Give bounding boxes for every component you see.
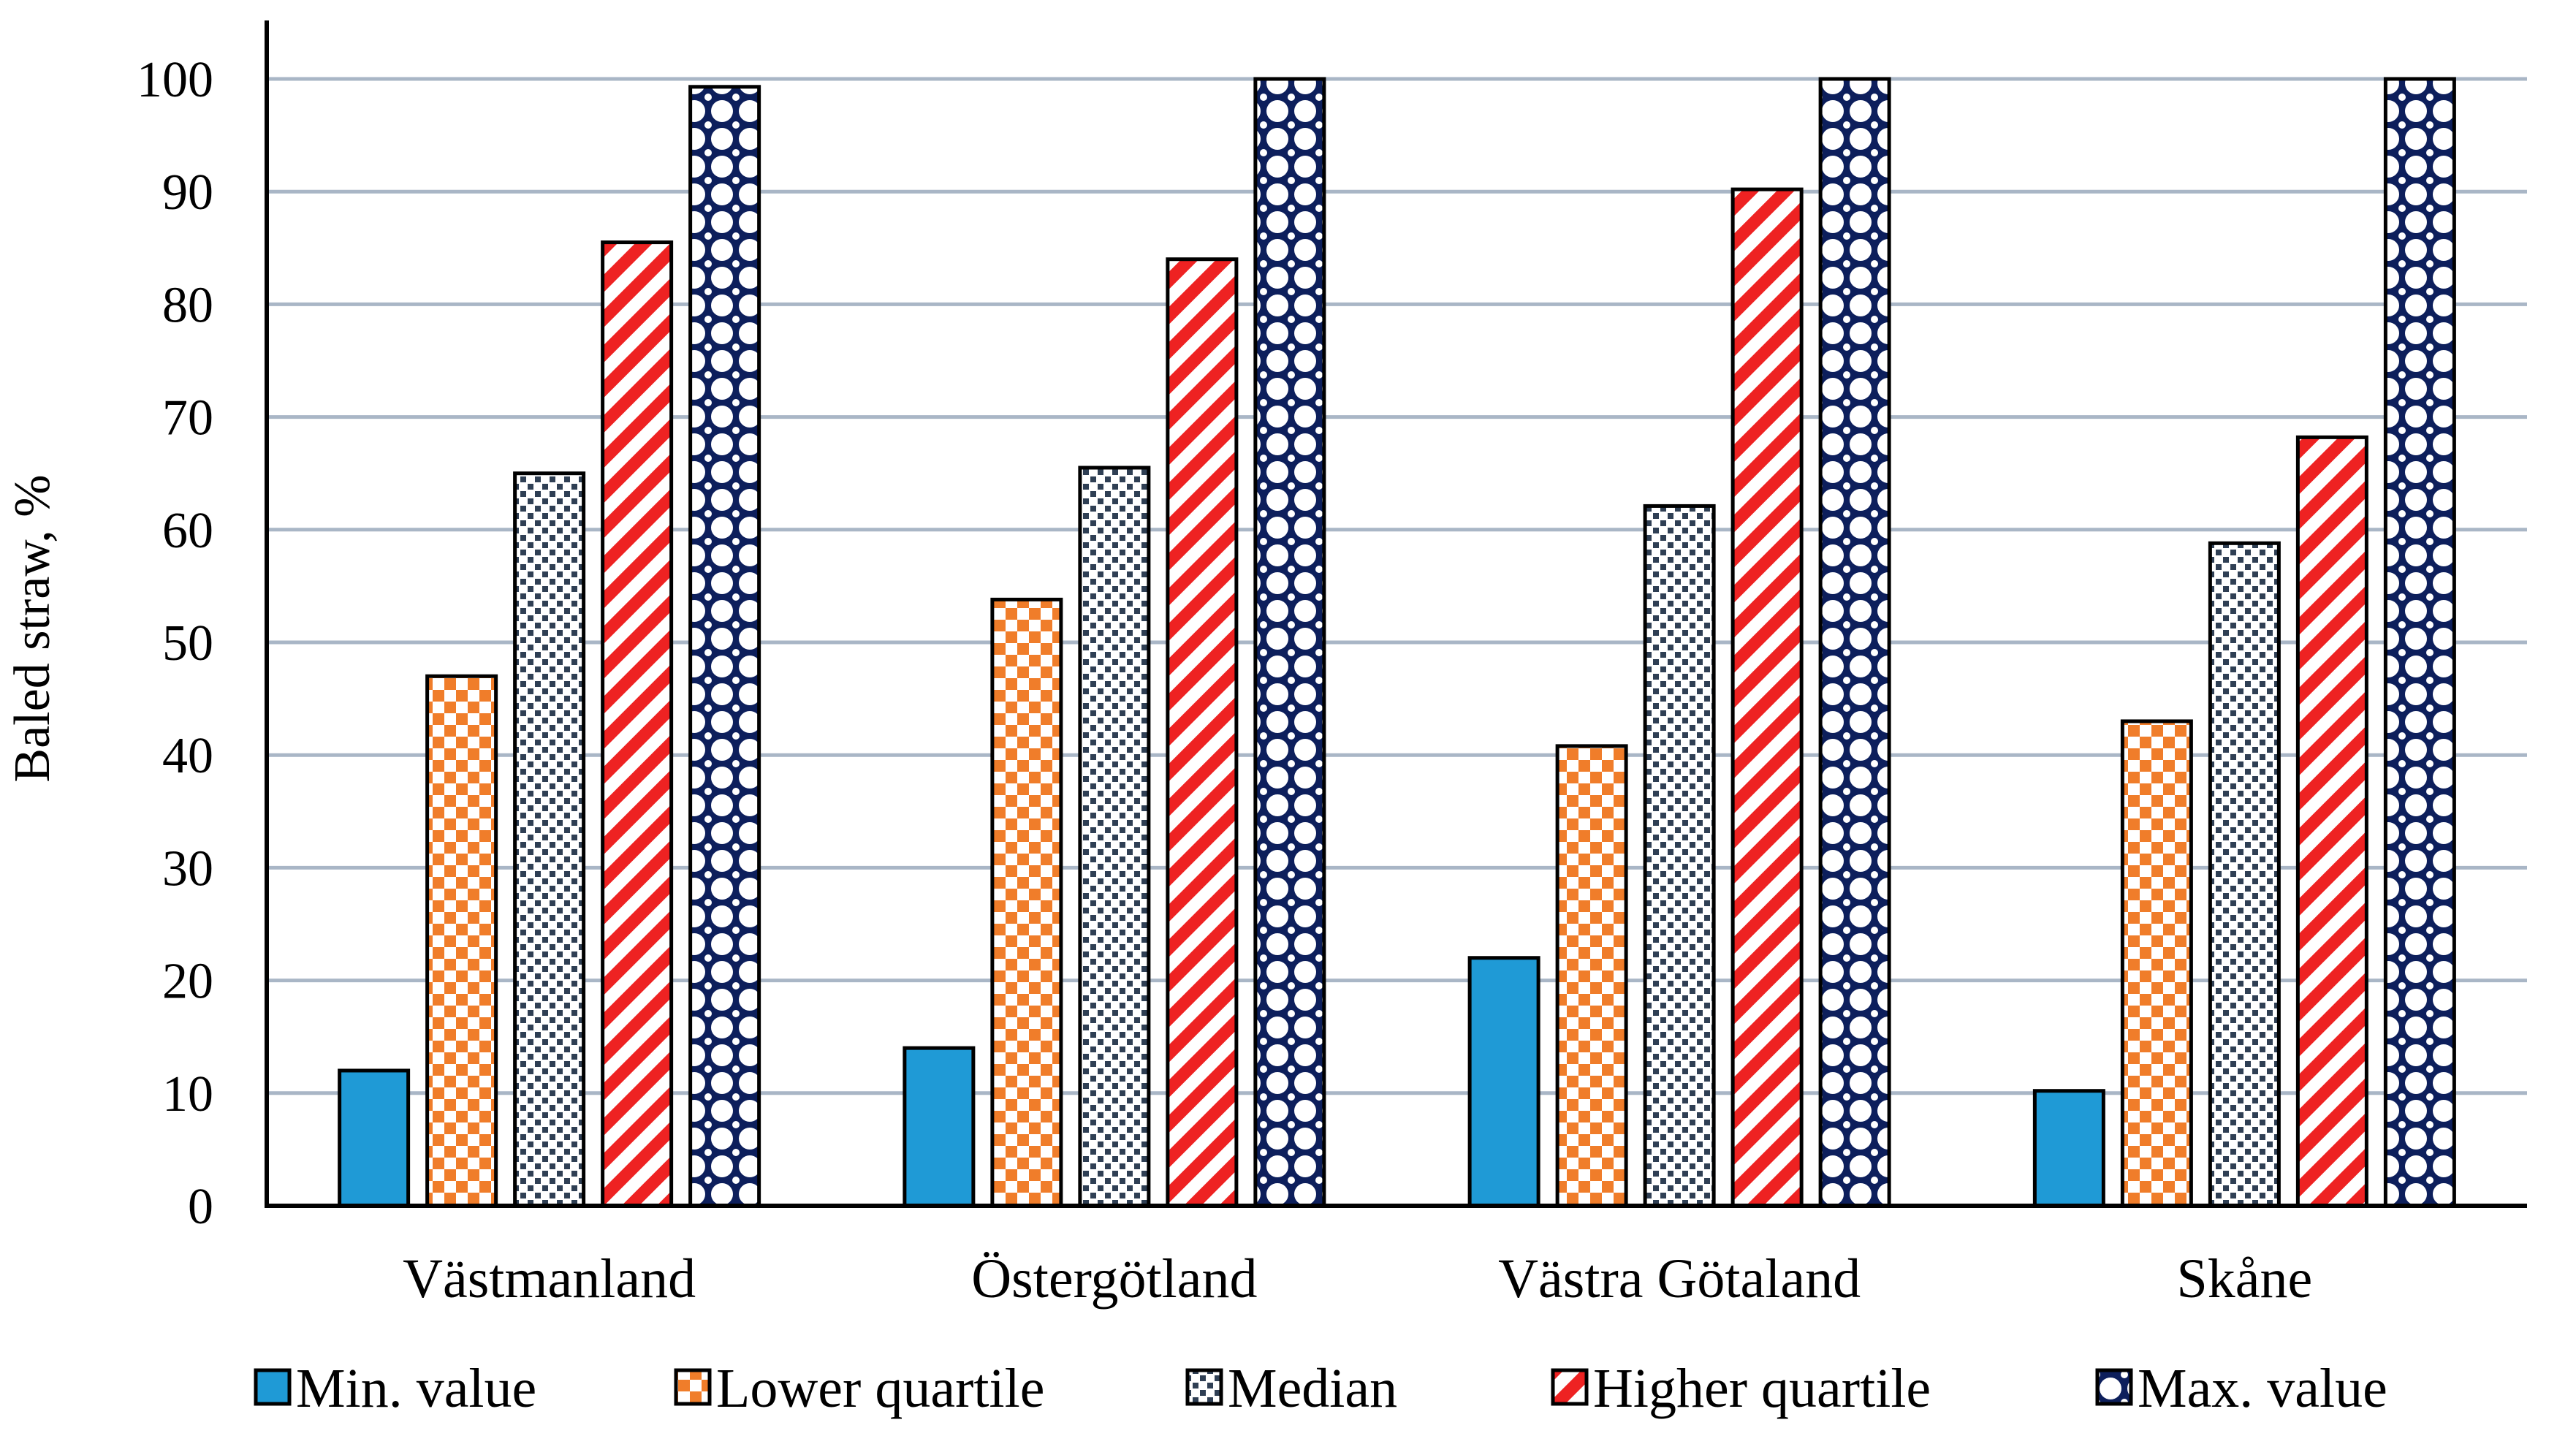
x-tick-label: Skåne: [2177, 1248, 2313, 1310]
bar-max-value-skane: [2383, 77, 2456, 1208]
legend-item-max-value: Max. value: [2095, 1358, 2387, 1419]
axes: [265, 20, 2527, 1208]
legend: Min. value Lower quartile Median Higher qua…: [254, 1358, 2387, 1419]
bar-higher-quartile-vastmanland: [601, 240, 674, 1208]
y-tick-label: 100: [137, 52, 213, 108]
bar-higher-quartile-vastra-gotaland: [1730, 187, 1804, 1208]
bar-min-value-vastra-gotaland: [1467, 956, 1540, 1208]
y-axis-label: Baled straw, %: [4, 474, 61, 782]
y-tick-label: 50: [162, 615, 213, 672]
legend-item-higher-quartile: Higher quartile: [1551, 1358, 1931, 1419]
legend-item-median: Median: [1185, 1358, 1397, 1419]
bar-median-vastra-gotaland: [1643, 504, 1716, 1208]
legend-swatch: [254, 1368, 292, 1406]
bar-min-value-skane: [2032, 1089, 2105, 1208]
legend-swatch: [674, 1368, 712, 1406]
legend-item-min-value: Min. value: [254, 1358, 536, 1419]
bar-min-value-ostergotland: [903, 1046, 976, 1208]
bar-lower-quartile-skane: [2120, 719, 2193, 1208]
bar-median-ostergotland: [1078, 466, 1151, 1208]
bar-higher-quartile-ostergotland: [1166, 257, 1239, 1208]
legend-swatch: [2095, 1368, 2133, 1406]
bar-lower-quartile-ostergotland: [990, 597, 1063, 1208]
legend-label: Median: [1228, 1358, 1397, 1419]
legend-label: Min. value: [296, 1358, 536, 1419]
bar-lower-quartile-vastra-gotaland: [1555, 744, 1628, 1208]
y-tick-label: 80: [162, 277, 213, 333]
x-tick-label: Östergötland: [971, 1248, 1257, 1310]
y-tick-label: 40: [162, 728, 213, 784]
y-tick-label: 10: [162, 1066, 213, 1122]
x-tick-label: Västmanland: [403, 1248, 696, 1310]
bar-min-value-vastmanland: [338, 1068, 411, 1208]
y-tick-label: 70: [162, 390, 213, 447]
legend-item-lower-quartile: Lower quartile: [674, 1358, 1044, 1419]
x-tick-label: Västra Götaland: [1498, 1248, 1861, 1310]
y-tick-label: 60: [162, 503, 213, 559]
legend-swatch: [1551, 1368, 1589, 1406]
tick-labels: 0 10 20 30 40 50 60 70 80 90 100 Västmanland Östergö…: [137, 52, 2312, 1310]
y-tick-label: 0: [188, 1179, 213, 1235]
legend-label: Lower quartile: [716, 1358, 1044, 1419]
bar-higher-quartile-skane: [2295, 435, 2368, 1208]
bar-median-vastmanland: [513, 471, 586, 1208]
bar-max-value-ostergotland: [1253, 77, 1326, 1208]
bar-median-skane: [2208, 541, 2281, 1208]
bar-max-value-vastmanland: [688, 85, 761, 1208]
y-tick-label: 20: [162, 954, 213, 1010]
legend-label: Max. value: [2138, 1358, 2387, 1419]
legend-label: Higher quartile: [1593, 1358, 1931, 1419]
y-tick-label: 30: [162, 840, 213, 897]
bar-lower-quartile-vastmanland: [425, 674, 498, 1208]
bar-max-value-vastra-gotaland: [1818, 77, 1891, 1208]
y-tick-label: 90: [162, 164, 213, 221]
legend-swatch: [1185, 1368, 1223, 1406]
